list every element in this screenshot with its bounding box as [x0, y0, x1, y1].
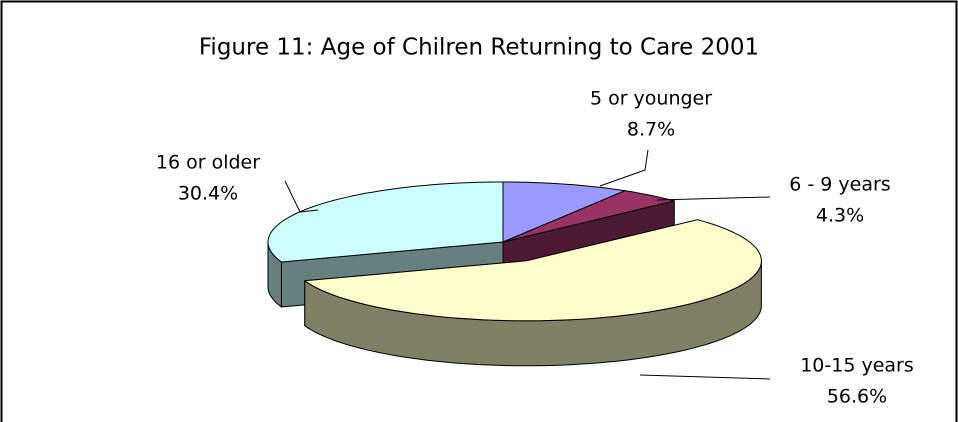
- leader-line: [284, 180, 319, 213]
- chart-title: Figure 11: Age of Chilren Returning to C…: [199, 35, 759, 61]
- slice-label: 10-15 years: [800, 355, 914, 377]
- slice-value-label: 4.3%: [816, 205, 864, 227]
- pie-slice: [304, 219, 762, 322]
- pie-slice: [267, 181, 504, 263]
- slice-value-label: 30.4%: [178, 183, 238, 205]
- leader-line: [599, 149, 649, 187]
- leader-line: [656, 196, 771, 201]
- slice-label: 5 or younger: [590, 88, 712, 110]
- slice-label: 6 - 9 years: [789, 174, 890, 196]
- leader-line: [639, 374, 771, 380]
- slice-value-label: 56.6%: [827, 386, 887, 408]
- pie-slice: [502, 181, 626, 243]
- slice-value-label: 8.7%: [627, 119, 675, 141]
- slice-label: 16 or older: [156, 152, 260, 174]
